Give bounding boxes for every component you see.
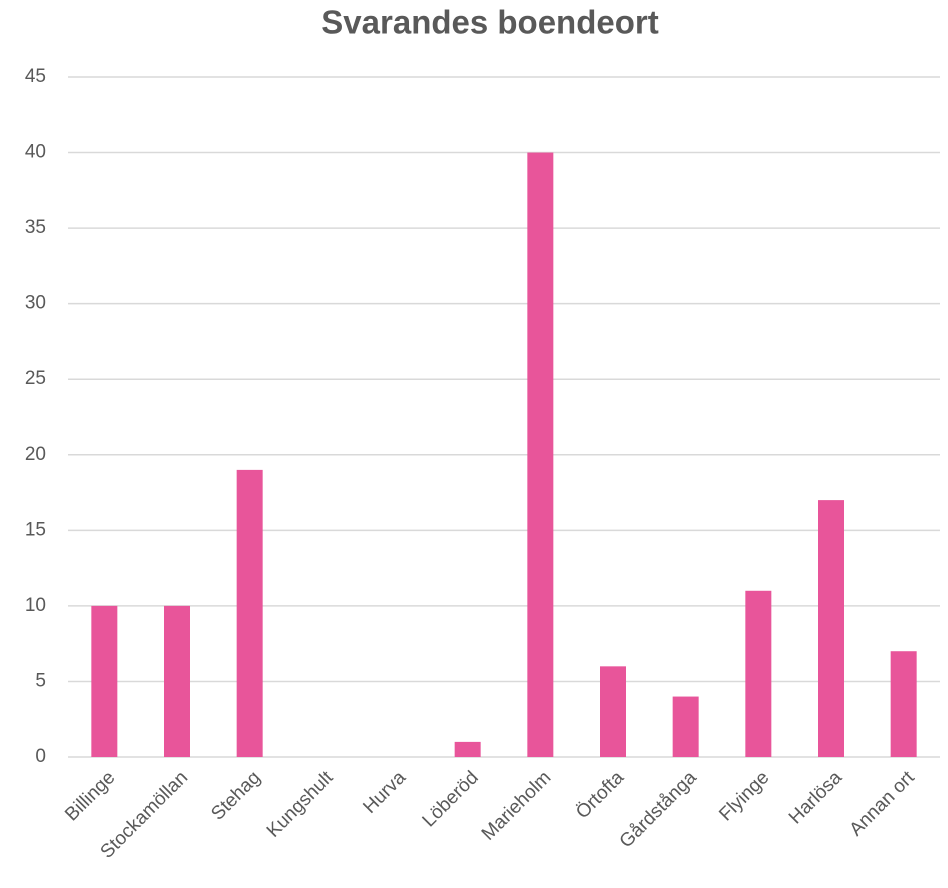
x-tick-label: Kungshult	[263, 767, 338, 842]
x-tick-label: Annan ort	[846, 767, 920, 841]
bar	[745, 590, 772, 757]
x-tick-label: Harlösa	[785, 767, 846, 828]
bar	[454, 741, 481, 757]
bar	[890, 651, 917, 757]
x-tick-label: Gårdstånga	[616, 767, 701, 852]
bar	[600, 666, 626, 757]
x-tick-label: Billinge	[61, 767, 119, 825]
y-tick-label: 40	[25, 142, 46, 163]
bar	[672, 696, 699, 757]
y-tick-label: 25	[25, 368, 46, 389]
bar	[236, 469, 263, 757]
bar	[818, 500, 844, 757]
x-tick-label: Marieholm	[478, 767, 556, 845]
y-tick-label: 10	[25, 595, 46, 616]
x-tick-label: Löberöd	[419, 767, 483, 831]
bar	[164, 605, 190, 757]
x-tick-label: Örtofta	[572, 767, 628, 823]
bar	[527, 152, 554, 758]
y-tick-label: 5	[35, 670, 46, 691]
y-tick-label: 20	[25, 444, 46, 465]
y-tick-label: 35	[25, 217, 46, 238]
y-tick-label: 0	[35, 746, 46, 767]
chart-title: Svarandes boendeort	[321, 4, 658, 41]
y-tick-label: 45	[25, 66, 46, 87]
y-tick-label: 30	[25, 293, 46, 314]
y-tick-label: 15	[25, 519, 46, 540]
x-tick-label: Hurva	[359, 767, 410, 818]
bar	[91, 605, 118, 757]
x-tick-label: Flyinge	[715, 767, 773, 825]
x-tick-label: Stehag	[207, 767, 264, 824]
